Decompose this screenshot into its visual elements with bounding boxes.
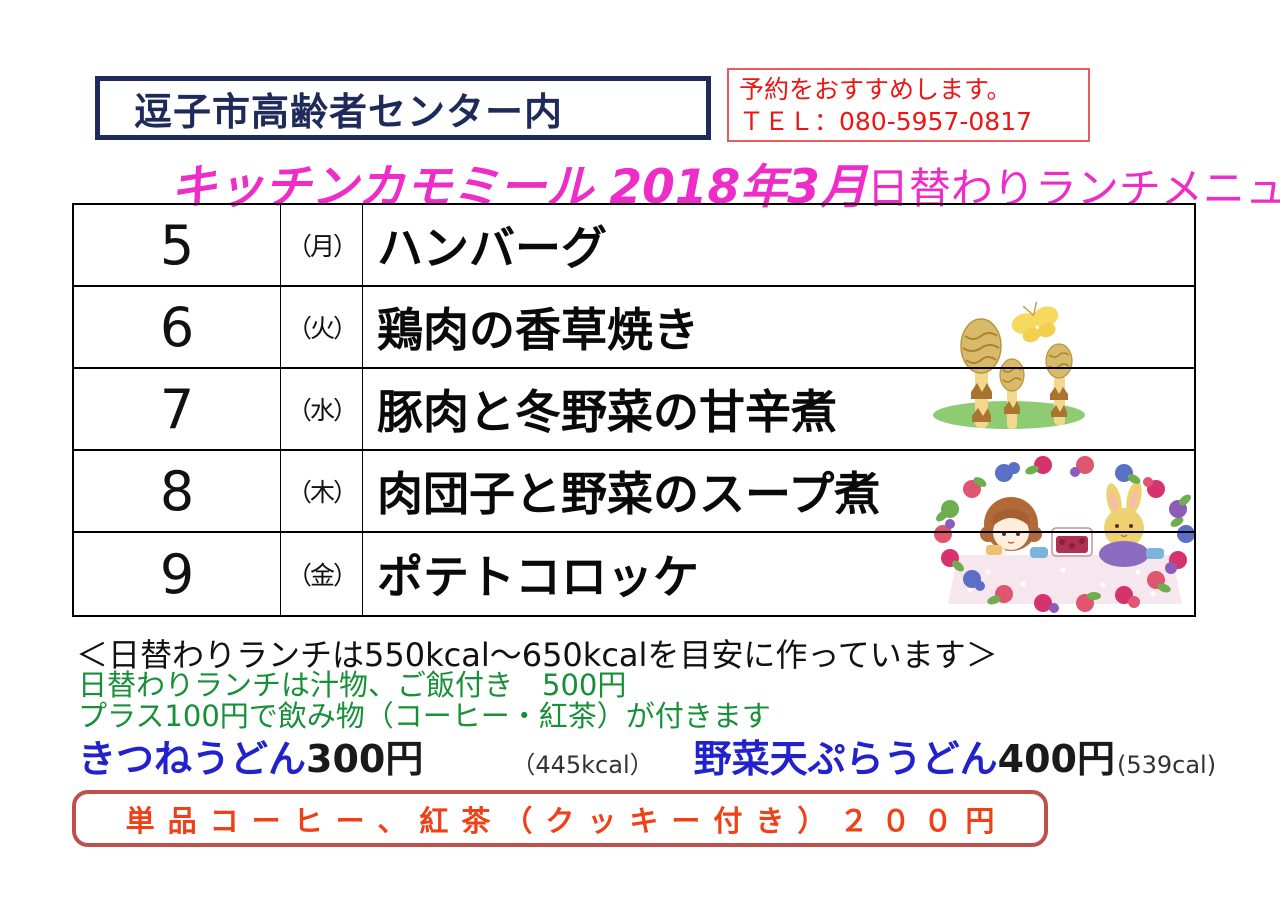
dish-cell: 鶏肉の香草焼き: [377, 303, 699, 357]
kitsune-udon-kcal: （445kcal）: [511, 751, 654, 779]
kitsune-udon-price: 300円: [306, 737, 424, 781]
tempura-udon-kcal: (539cal): [1116, 751, 1217, 779]
weekday-cell: （火）: [281, 287, 363, 367]
dish-cell: 肉団子と野菜のスープ煮: [377, 467, 881, 521]
tempura-udon-name: 野菜天ぷらうどん: [693, 737, 998, 781]
day-cell: 9: [74, 533, 281, 615]
dish-cell: 豚肉と冬野菜の甘辛煮: [377, 385, 837, 439]
butterfly-icon: [1011, 301, 1059, 343]
tsukushi-butterfly-illustration: [933, 301, 1085, 429]
day-cell: 7: [74, 369, 281, 449]
lunch-price-notes: 日替わりランチは汁物、ご飯付き 500円 プラス100円で飲み物（コーヒー・紅茶…: [78, 670, 771, 732]
kitsune-udon-name: きつねうどん: [78, 737, 307, 781]
weekday-cell: （水）: [281, 369, 363, 449]
table-row: 9 （金） ポテトコロッケ: [74, 533, 1194, 615]
drink-option-note: プラス100円で飲み物（コーヒー・紅茶）が付きます: [78, 699, 771, 733]
weekday-cell: （金）: [281, 533, 363, 615]
single-item-box: 単品コーヒー、紅茶（クッキー付き）２００円: [72, 790, 1048, 847]
reservation-phone: ＴＥＬ：080-5957-0817: [739, 107, 1033, 136]
title-brand: キッチンカモミール 2018年3月: [170, 160, 867, 215]
udon-price-line: きつねうどん 300円 （445kcal） 野菜天ぷらうどん 400円 (539…: [78, 736, 1216, 782]
reservation-box: 予約をおすすめします。 ＴＥＬ：080-5957-0817: [727, 68, 1090, 142]
berry-ring: [934, 456, 1195, 613]
calorie-guide-note: ＜日替わりランチは550kcal～650kcalを目安に作っています＞: [76, 636, 998, 674]
jam-jar-icon: [1051, 527, 1093, 557]
page-title: キッチンカモミール 2018年3月日替わりランチメニュー: [170, 148, 1280, 217]
berry-wreath-illustration: [934, 456, 1195, 613]
table-row: 5 （月） ハンバーグ: [74, 205, 1194, 287]
day-cell: 8: [74, 451, 281, 531]
lunch-includes-note: 日替わりランチは汁物、ご飯付き 500円: [78, 668, 627, 702]
table-row: 7 （水） 豚肉と冬野菜の甘辛煮: [74, 369, 1194, 451]
tempura-udon-price: 400円: [997, 737, 1115, 781]
rabbit-icon: [1099, 481, 1149, 567]
venue-label: 逗子市高齢者センター内: [134, 89, 564, 134]
table-row: 8 （木） 肉団子と野菜のスープ煮: [74, 451, 1194, 533]
dish-cell: ハンバーグ: [377, 221, 607, 275]
daily-lunch-menu-table: 5 （月） ハンバーグ 6 （火） 鶏肉の香草焼き 7 （水） 豚肉と冬野菜の甘…: [72, 203, 1196, 617]
weekday-cell: （月）: [281, 205, 363, 285]
dish-cell: ポテトコロッケ: [377, 550, 699, 604]
weekday-cell: （木）: [281, 451, 363, 531]
reservation-note: 予約をおすすめします。: [739, 75, 1012, 104]
venue-box: 逗子市高齢者センター内: [95, 76, 711, 140]
teacup-icon: [1030, 547, 1164, 559]
day-cell: 6: [74, 287, 281, 367]
table-row: 6 （火） 鶏肉の香草焼き: [74, 287, 1194, 369]
single-item-label: 単品コーヒー、紅茶（クッキー付き）２００円: [125, 803, 1008, 838]
day-cell: 5: [74, 205, 281, 285]
